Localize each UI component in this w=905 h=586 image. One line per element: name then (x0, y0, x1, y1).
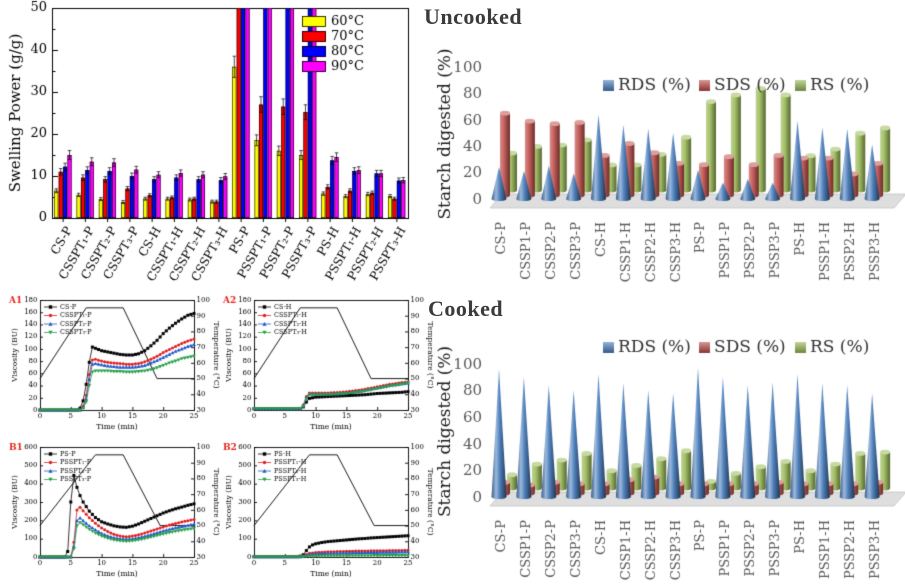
swelling-power-bar-chart (0, 0, 418, 292)
pasting-viscosity-chart-b1 (8, 439, 220, 586)
pasting-viscosity-chart-a1 (8, 292, 220, 439)
cooked-starch-digested-chart (420, 292, 905, 586)
uncooked-starch-digested-chart (420, 0, 905, 292)
pasting-viscosity-chart-b2 (222, 439, 434, 586)
pasting-viscosity-chart-a2 (222, 292, 434, 439)
